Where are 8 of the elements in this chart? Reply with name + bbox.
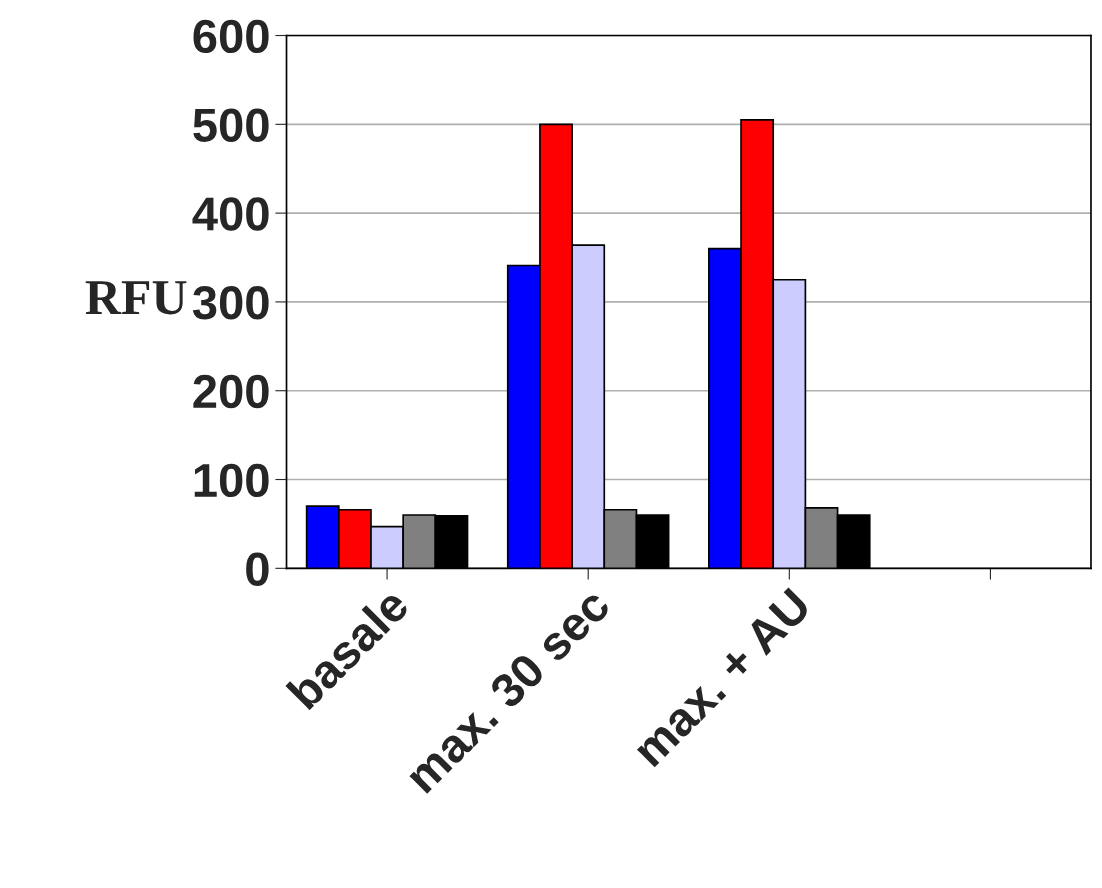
y-tick-label: 400 — [192, 197, 269, 231]
y-tick-label: 300 — [192, 286, 269, 320]
y-axis-title: RFU — [85, 281, 187, 315]
y-tick-label: 600 — [193, 19, 269, 54]
y-tick-label: 0 — [246, 552, 269, 586]
y-tick-label: 500 — [193, 108, 269, 142]
y-tick-label: 200 — [193, 374, 269, 409]
y-tick-label: 100 — [194, 463, 269, 498]
